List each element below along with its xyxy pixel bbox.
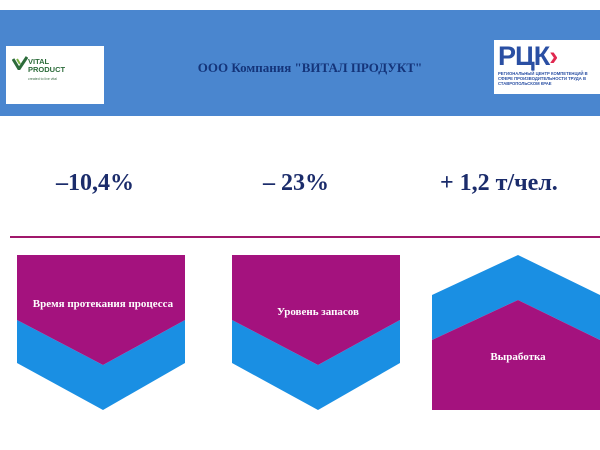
card-label: Время протекания процесса	[32, 298, 174, 310]
rck-letter-k: К	[533, 41, 551, 71]
rck-arrow-icon: ›	[549, 41, 558, 71]
rck-logo: РЦК› Региональный центр компетенций в сф…	[494, 40, 600, 94]
metric-process-time: –10,4%	[56, 170, 134, 196]
metric-inventory: – 23%	[263, 170, 329, 196]
card-label: Выработка	[490, 351, 546, 363]
card-inventory: Уровень запасов	[232, 255, 404, 410]
logo-tagline: created to live vital	[28, 77, 57, 81]
card-process-time: Время протекания процесса	[17, 255, 189, 410]
divider-line	[10, 236, 600, 238]
rck-letters: РЦК›	[498, 41, 558, 71]
logo-brand-text: VITAL PRODUCT	[28, 57, 66, 74]
vital-check-icon	[12, 56, 28, 70]
card-label: Уровень запасов	[277, 306, 359, 318]
rck-description: Региональный центр компетенций в сфере п…	[498, 71, 588, 86]
rck-letter-ts: Ц	[515, 41, 535, 71]
company-title: ООО Компания "ВИТАЛ ПРОДУКТ"	[197, 60, 423, 75]
down-chevron-shape	[17, 255, 185, 410]
up-chevron-shape	[432, 255, 600, 410]
rck-letter-r: Р	[498, 41, 516, 71]
card-output: Выработка	[432, 255, 600, 410]
vital-product-logo: VITAL PRODUCT created to live vital	[6, 46, 104, 104]
down-chevron-shape	[232, 255, 400, 410]
metric-output: + 1,2 т/чел.	[440, 170, 558, 196]
header-banner: VITAL PRODUCT created to live vital ООО …	[0, 10, 600, 116]
